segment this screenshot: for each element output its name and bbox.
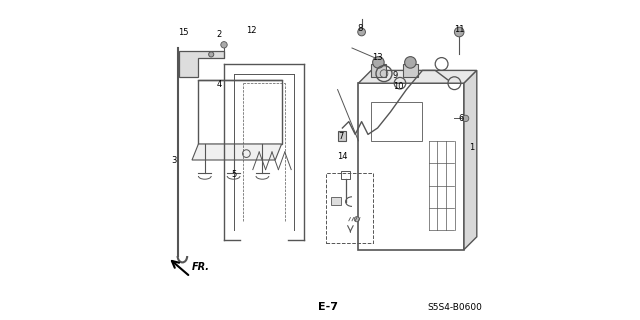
Bar (371, 102, 422, 141)
Bar (338, 131, 346, 141)
Bar (403, 64, 418, 77)
Text: 14: 14 (337, 152, 348, 161)
Text: 5: 5 (231, 170, 236, 179)
Circle shape (462, 115, 468, 122)
Text: 12: 12 (246, 26, 257, 35)
Text: 1: 1 (469, 143, 475, 152)
Polygon shape (179, 51, 224, 77)
Text: FR.: FR. (192, 262, 210, 272)
Bar (371, 64, 386, 77)
Text: 8: 8 (357, 24, 363, 33)
Text: 15: 15 (178, 28, 188, 36)
Polygon shape (358, 70, 477, 83)
Circle shape (372, 57, 384, 68)
Text: 4: 4 (216, 80, 222, 89)
Text: 6: 6 (458, 114, 463, 123)
Text: 7: 7 (338, 132, 344, 140)
Text: 11: 11 (454, 25, 465, 34)
Text: 10: 10 (393, 82, 404, 91)
Circle shape (209, 52, 214, 57)
Text: 3: 3 (172, 156, 177, 164)
Text: 2: 2 (216, 30, 222, 39)
Circle shape (221, 42, 227, 48)
Bar (340, 171, 351, 179)
Circle shape (355, 217, 360, 222)
Polygon shape (464, 70, 477, 250)
Text: 9: 9 (392, 71, 398, 80)
Text: 13: 13 (372, 53, 383, 62)
Polygon shape (192, 144, 282, 160)
Text: S5S4-B0600: S5S4-B0600 (427, 303, 482, 312)
Bar (358, 83, 464, 250)
Circle shape (358, 28, 365, 36)
Bar (332, 197, 341, 205)
Bar (198, 80, 282, 144)
Circle shape (404, 57, 416, 68)
Text: E-7: E-7 (318, 302, 338, 312)
Bar (326, 173, 372, 243)
Circle shape (454, 27, 464, 37)
